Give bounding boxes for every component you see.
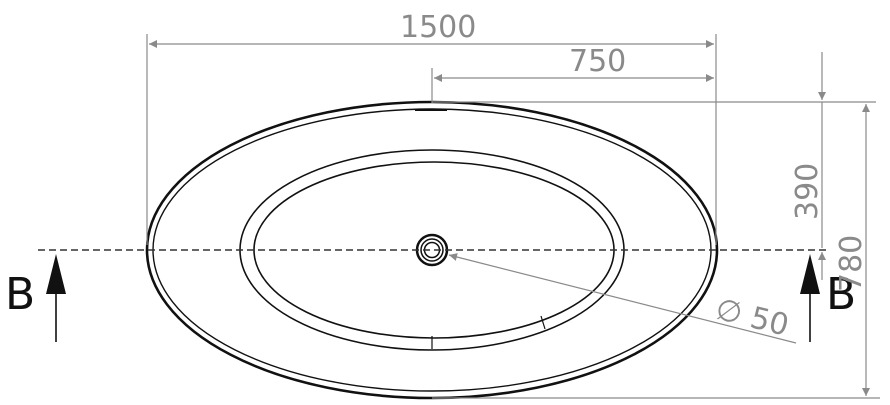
dimension-drain-diameter [448, 253, 797, 344]
dimension-overall-length-label: 1500 [400, 10, 476, 45]
section-marker-left [46, 254, 66, 342]
dimension-overall-width-label: 780 [834, 235, 869, 292]
section-label-left: B [5, 269, 35, 320]
tub-outer-rim [145, 100, 719, 400]
dimension-overall-length [146, 34, 717, 245]
section-label-right: B [826, 269, 856, 320]
dimension-overall-width [432, 104, 880, 399]
dimension-half-width [432, 52, 876, 280]
drain-icon [415, 233, 449, 267]
dimension-half-length [431, 68, 714, 103]
dimension-half-width-label: 390 [790, 163, 825, 220]
dimension-drain-diameter-label: ∅ 50 [712, 292, 792, 344]
dimension-half-length-label: 750 [569, 44, 626, 79]
section-marker-right [800, 254, 820, 342]
